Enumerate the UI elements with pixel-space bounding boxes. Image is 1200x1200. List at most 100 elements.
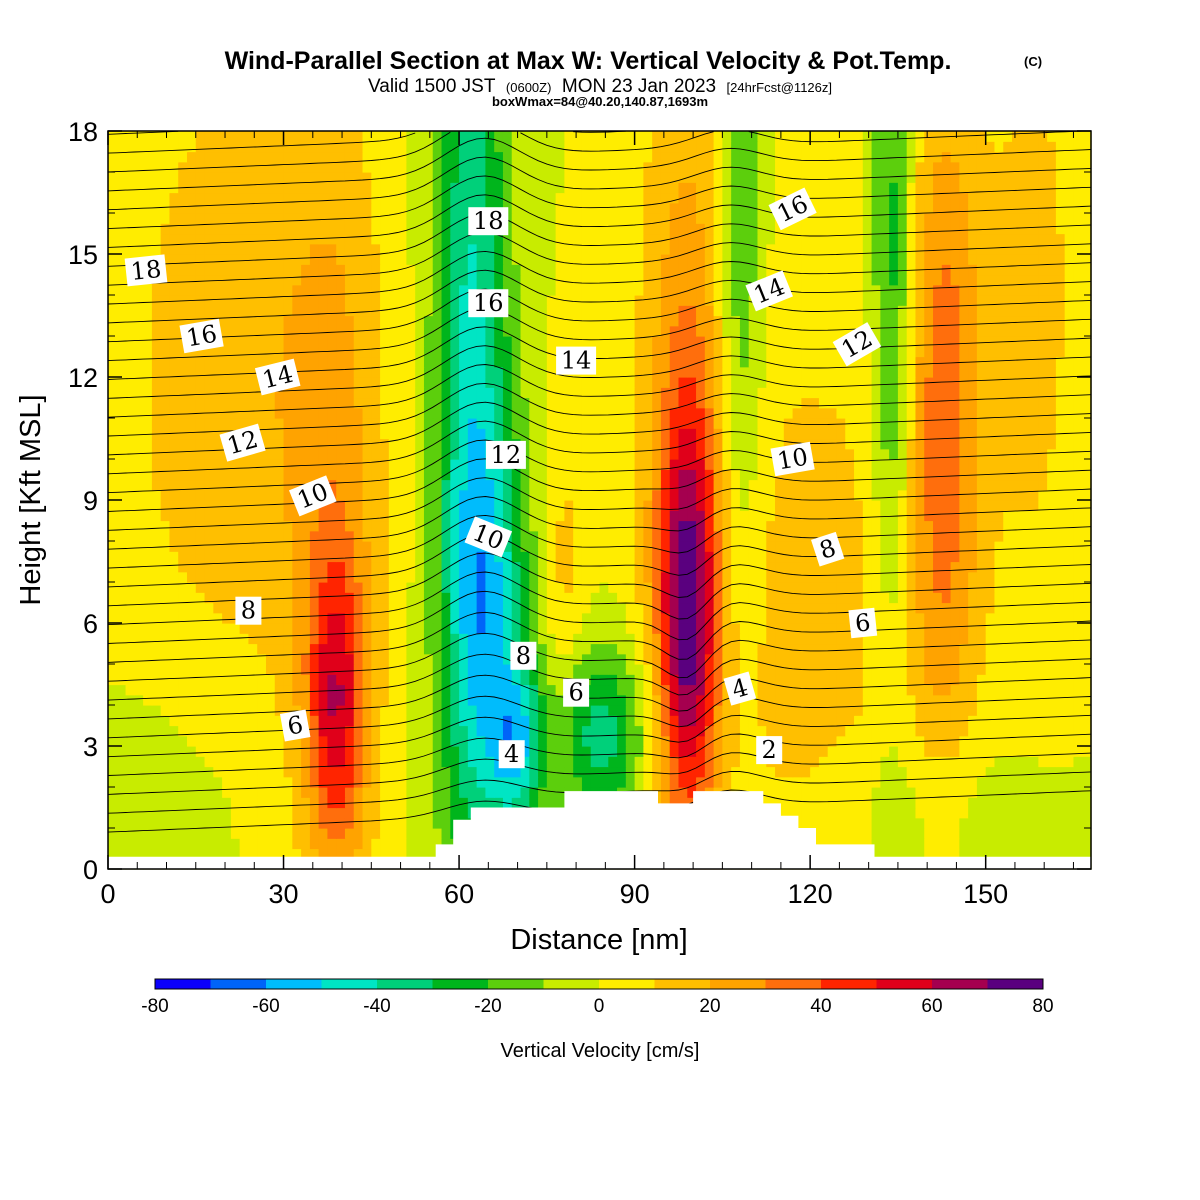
heat-cell xyxy=(160,500,171,511)
heat-cell xyxy=(406,448,416,460)
heat-cell xyxy=(432,828,443,839)
heat-cell xyxy=(538,407,548,419)
heat-cell xyxy=(1012,715,1022,727)
heat-cell xyxy=(327,428,337,440)
heat-cell xyxy=(1012,664,1022,675)
heat-cell xyxy=(248,510,258,522)
heat-cell xyxy=(415,469,425,481)
heat-cell xyxy=(450,746,460,757)
heat-cell xyxy=(590,684,601,696)
heat-cell xyxy=(801,500,811,511)
heat-cell xyxy=(186,694,197,706)
heat-cell xyxy=(757,776,767,788)
heat-cell xyxy=(116,489,127,501)
heat-cell xyxy=(1038,418,1048,429)
heat-cell xyxy=(108,479,118,491)
heat-cell xyxy=(845,541,855,552)
heat-cell xyxy=(108,848,118,860)
heat-cell xyxy=(1012,828,1022,839)
heat-cell xyxy=(660,797,671,809)
heat-cell xyxy=(748,612,759,624)
heat-cell xyxy=(810,684,820,696)
heat-cell xyxy=(950,582,960,593)
heat-cell xyxy=(783,520,794,532)
heat-cell xyxy=(520,797,530,809)
heat-cell xyxy=(239,828,250,839)
heat-cell xyxy=(687,787,697,798)
heat-cell xyxy=(529,735,539,747)
heat-cell xyxy=(327,848,337,860)
heat-cell xyxy=(608,735,618,747)
heat-cell xyxy=(485,612,495,624)
heat-cell xyxy=(669,664,680,675)
heat-cell xyxy=(274,664,285,675)
heat-cell xyxy=(1020,623,1031,634)
heat-cell xyxy=(757,520,767,532)
heat-cell xyxy=(538,612,548,624)
heat-cell xyxy=(985,776,996,788)
heat-cell xyxy=(108,561,118,573)
heat-cell xyxy=(1073,674,1083,686)
heat-cell xyxy=(1012,602,1022,614)
heat-cell xyxy=(265,838,276,850)
heat-cell xyxy=(625,428,636,440)
heat-cell xyxy=(344,756,355,768)
heat-cell xyxy=(371,510,381,522)
heat-cell xyxy=(625,725,636,737)
heat-cell xyxy=(590,776,601,788)
heat-cell xyxy=(441,653,451,665)
heat-cell xyxy=(985,448,996,460)
heat-cell xyxy=(1064,643,1075,655)
heat-cell xyxy=(941,735,952,747)
heat-cell xyxy=(634,623,644,634)
heat-cell xyxy=(380,428,390,440)
heat-cell xyxy=(546,623,557,634)
heat-cell xyxy=(757,530,767,542)
heat-cell xyxy=(897,541,908,552)
heat-cell xyxy=(195,602,206,614)
heat-cell xyxy=(213,817,223,829)
heat-cell xyxy=(660,541,671,552)
heat-cell xyxy=(388,725,399,737)
heat-cell xyxy=(581,520,592,532)
heat-cell xyxy=(230,756,241,768)
heat-cell xyxy=(380,592,390,604)
heat-cell xyxy=(1073,633,1083,645)
heat-cell xyxy=(239,551,250,563)
heat-cell xyxy=(169,448,179,460)
heat-cell xyxy=(520,715,530,727)
heat-cell xyxy=(1082,633,1092,645)
heat-cell xyxy=(134,694,144,706)
heat-cell xyxy=(810,448,820,460)
heat-cell xyxy=(1003,459,1013,470)
heat-cell xyxy=(529,407,539,419)
heat-cell xyxy=(292,448,302,460)
heat-cell xyxy=(265,530,276,542)
heat-cell xyxy=(854,448,864,460)
heat-cell xyxy=(344,541,355,552)
heat-cell xyxy=(906,674,917,686)
heat-cell xyxy=(301,674,311,686)
heat-cell xyxy=(362,643,372,655)
heat-cell xyxy=(502,643,513,655)
heat-cell xyxy=(581,766,592,778)
heat-cell xyxy=(889,530,899,542)
heat-cell xyxy=(959,489,969,501)
heat-cell xyxy=(388,797,399,809)
heat-cell xyxy=(476,776,487,788)
heat-cell xyxy=(125,838,135,850)
heat-cell xyxy=(265,448,276,460)
heat-cell xyxy=(1038,684,1048,696)
heat-cell xyxy=(301,448,311,460)
heat-cell xyxy=(704,551,715,563)
heat-cell xyxy=(766,643,776,655)
heat-cell xyxy=(257,623,267,634)
heat-cell xyxy=(415,848,425,860)
heat-cell xyxy=(248,725,258,737)
heat-cell xyxy=(213,592,223,604)
heat-cell xyxy=(450,684,460,696)
heat-cell xyxy=(116,407,127,419)
heat-cell xyxy=(818,653,829,665)
heat-cell xyxy=(274,551,285,563)
heat-cell xyxy=(195,479,206,491)
